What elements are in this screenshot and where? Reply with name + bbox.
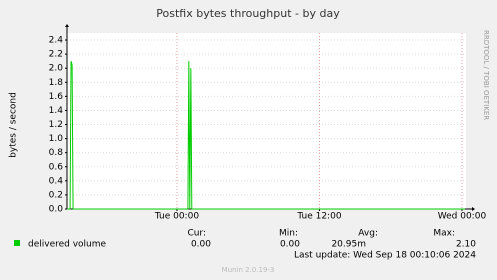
axis-arrow — [472, 207, 475, 211]
y-tick-label: 0.8 — [49, 148, 64, 158]
y-tick-label: 0.0 — [49, 205, 64, 215]
stats-header: Min: — [279, 229, 298, 239]
legend-label: delivered volume — [28, 240, 107, 250]
last-update: Last update: Wed Sep 18 00:10:06 2024 — [294, 251, 476, 261]
y-tick-label: 1.0 — [49, 134, 64, 144]
stats-value: 0.00 — [191, 240, 211, 250]
y-tick-label: 0.2 — [49, 190, 63, 200]
y-tick-label: 0.4 — [49, 176, 64, 186]
y-tick-label: 1.8 — [49, 78, 64, 88]
y-tick-label: 1.6 — [49, 92, 64, 102]
x-tick-label: Tue 00:00 — [154, 212, 199, 222]
stats-value: 20.95m — [331, 240, 366, 250]
x-tick-label: Tue 12:00 — [296, 212, 341, 222]
x-tick-label: Wed 00:00 — [438, 212, 487, 222]
y-tick-label: 1.4 — [49, 106, 64, 116]
axis-arrow — [65, 24, 69, 27]
y-tick-label: 2.4 — [49, 36, 64, 46]
y-axis-label: bytes / second — [9, 92, 19, 158]
series-line — [67, 61, 465, 210]
stats-value: 2.10 — [456, 240, 476, 250]
stats-header: Max: — [433, 229, 455, 239]
y-tick-label: 0.6 — [49, 162, 64, 172]
legend-swatch — [14, 240, 20, 246]
credit: Munin 2.0.19-3 — [222, 266, 275, 274]
chart-title: Postfix bytes throughput - by day — [156, 7, 340, 20]
y-tick-label: 1.2 — [49, 120, 63, 130]
stats-value: 0.00 — [280, 240, 300, 250]
y-tick-label: 2.2 — [49, 50, 63, 60]
y-tick-label: 2.0 — [49, 64, 64, 74]
stats-header: Avg: — [358, 229, 378, 239]
watermark: RRDTOOL / TOBI OETIKER — [482, 30, 490, 120]
plot-area — [67, 33, 466, 209]
stats-header: Cur: — [187, 229, 206, 239]
